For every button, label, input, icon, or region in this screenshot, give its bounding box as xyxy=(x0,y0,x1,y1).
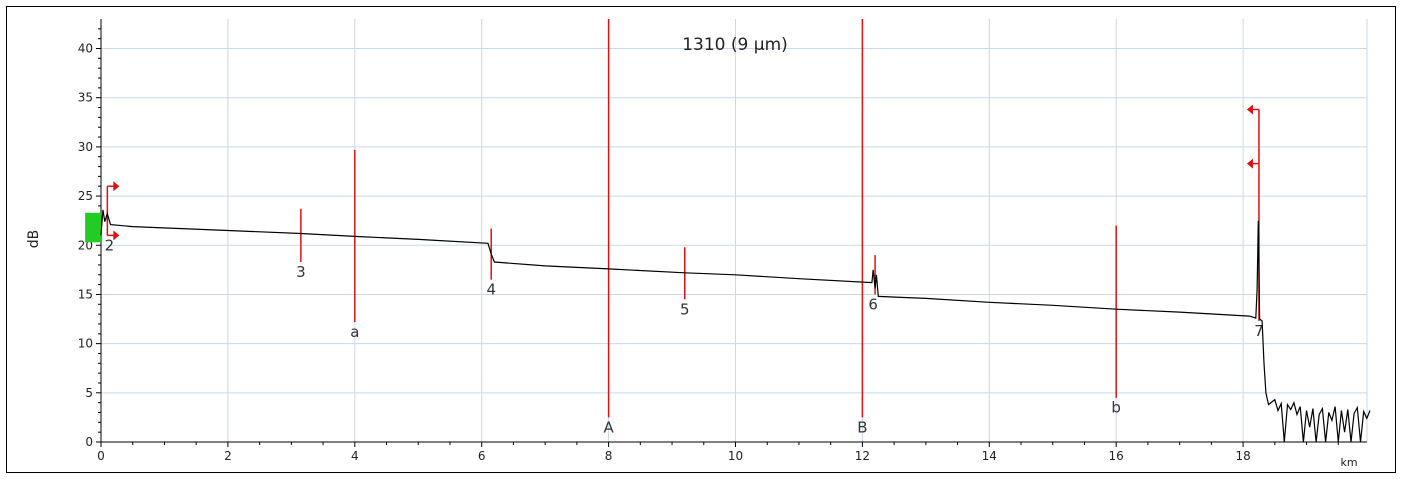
x-tick-label: 10 xyxy=(728,449,743,463)
flag-arrow xyxy=(1246,104,1253,115)
event-marker-5: 5 xyxy=(680,247,690,318)
trace xyxy=(100,209,1371,443)
flag-arrow xyxy=(113,181,120,192)
y-tick-label: 30 xyxy=(78,140,93,154)
x-tick-label: 14 xyxy=(982,449,997,463)
x-tick-label: 18 xyxy=(1235,449,1250,463)
grid xyxy=(101,19,1368,442)
x-axis-unit-label: km xyxy=(1340,456,1357,469)
x-tick-label: 16 xyxy=(1109,449,1124,463)
launch-level-box xyxy=(85,212,101,243)
event-marker-3: 3 xyxy=(296,208,306,281)
x-tick-label: 0 xyxy=(97,449,105,463)
event-marker-B: B xyxy=(857,19,868,436)
start-flag-lower xyxy=(107,230,120,241)
start-flag-upper xyxy=(107,181,120,192)
event-marker-A: A xyxy=(603,19,614,436)
x-tick-label: 4 xyxy=(351,449,359,463)
y-tick-label: 25 xyxy=(78,189,93,203)
marker-label: 6 xyxy=(868,295,878,313)
marker-label: b xyxy=(1111,399,1121,417)
marker-label: B xyxy=(857,418,867,436)
marker-label: 2 xyxy=(105,236,115,254)
x-tick-label: 6 xyxy=(478,449,486,463)
y-tick-label: 10 xyxy=(78,337,93,351)
x-tick-label: 2 xyxy=(224,449,232,463)
marker-label: 3 xyxy=(296,263,306,281)
end-flag-lower xyxy=(1246,158,1259,169)
y-tick-label: 40 xyxy=(78,42,93,56)
y-axis-label: dB xyxy=(26,230,42,249)
end-flag-upper xyxy=(1246,104,1259,115)
marker-label: 4 xyxy=(486,281,496,299)
event-marker-6: 6 xyxy=(868,255,878,313)
flag-arrow xyxy=(1246,158,1253,169)
event-markers: 2 3 a 4 A 5 B 6 b 7 xyxy=(85,19,1264,436)
event-marker-4: 4 xyxy=(486,228,496,299)
y-tick-label: 35 xyxy=(78,91,93,105)
x-tick-label: 8 xyxy=(605,449,613,463)
marker-label: a xyxy=(350,323,359,341)
event-marker-b: b xyxy=(1111,225,1121,417)
marker-label: 7 xyxy=(1254,322,1264,340)
marker-label: 5 xyxy=(680,300,690,318)
y-tick-label: 15 xyxy=(78,287,93,301)
otdr-trace-line xyxy=(100,209,1371,443)
x-tick-label: 12 xyxy=(855,449,870,463)
flag-arrow xyxy=(113,230,120,241)
chart-title: 1310 (9 µm) xyxy=(682,35,788,55)
event-marker-2: 2 xyxy=(105,186,115,254)
y-tick-label: 0 xyxy=(85,435,93,449)
y-tick-label: 5 xyxy=(85,386,93,400)
marker-label: A xyxy=(603,418,614,436)
